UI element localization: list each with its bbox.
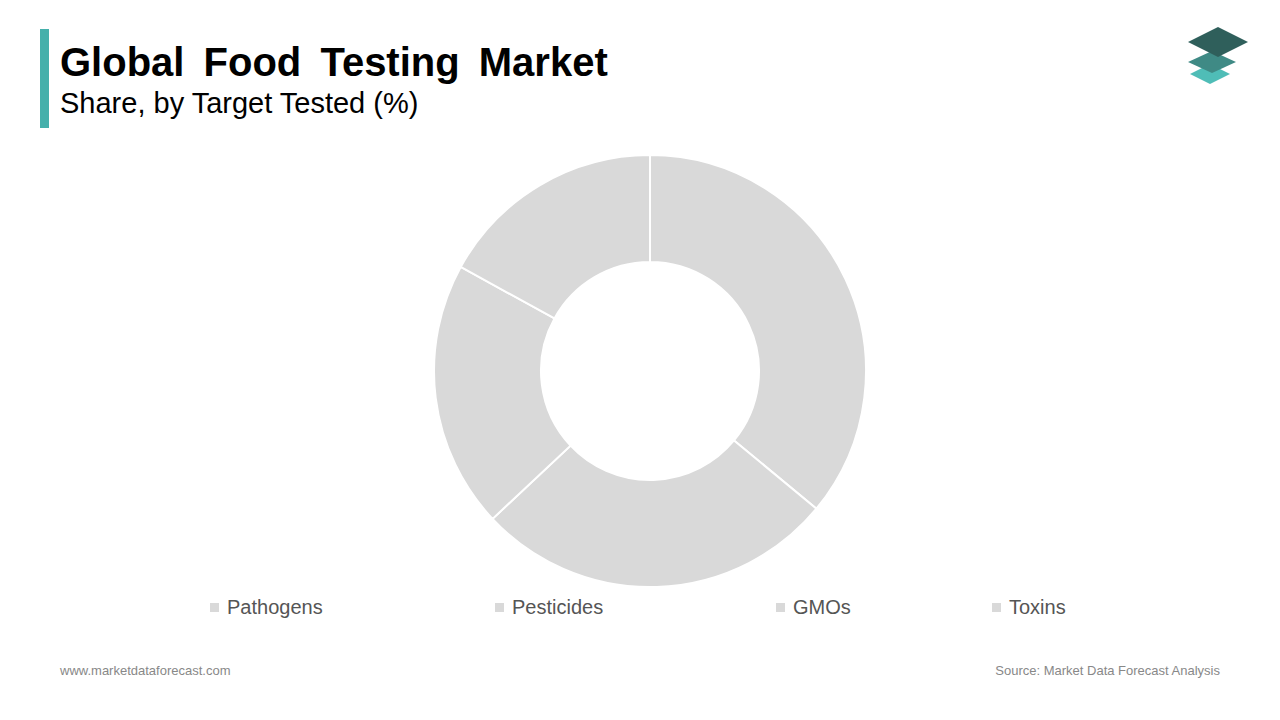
legend-swatch: [992, 603, 1001, 612]
legend-label: Toxins: [1009, 596, 1066, 618]
legend-label: Pesticides: [512, 596, 603, 618]
legend-label: Pathogens: [227, 596, 323, 618]
legend-item[interactable]: GMOs: [776, 596, 851, 618]
footer-source: Source: Market Data Forecast Analysis: [995, 663, 1220, 678]
logo: [1188, 27, 1248, 84]
slice[interactable]: [650, 155, 866, 509]
footer-website: www.marketdataforecast.com: [59, 663, 231, 678]
legend-swatch: [776, 603, 785, 612]
legend-item[interactable]: Pathogens: [210, 596, 323, 618]
legend-item[interactable]: Pesticides: [495, 596, 603, 618]
accent-bar: [40, 29, 49, 128]
legend-item[interactable]: Toxins: [992, 596, 1066, 618]
legend-swatch: [210, 603, 219, 612]
legend: Pathogens Pesticides GMOs Toxins: [210, 596, 1066, 618]
logo-layer: [1188, 51, 1236, 73]
donut: [434, 155, 866, 587]
subtitle: Share, by Target Tested (%): [60, 87, 418, 119]
legend-label: GMOs: [793, 596, 851, 618]
title: Global Food Testing Market: [60, 40, 608, 84]
legend-swatch: [495, 603, 504, 612]
logo-layer: [1188, 27, 1248, 57]
slice[interactable]: [461, 155, 650, 318]
